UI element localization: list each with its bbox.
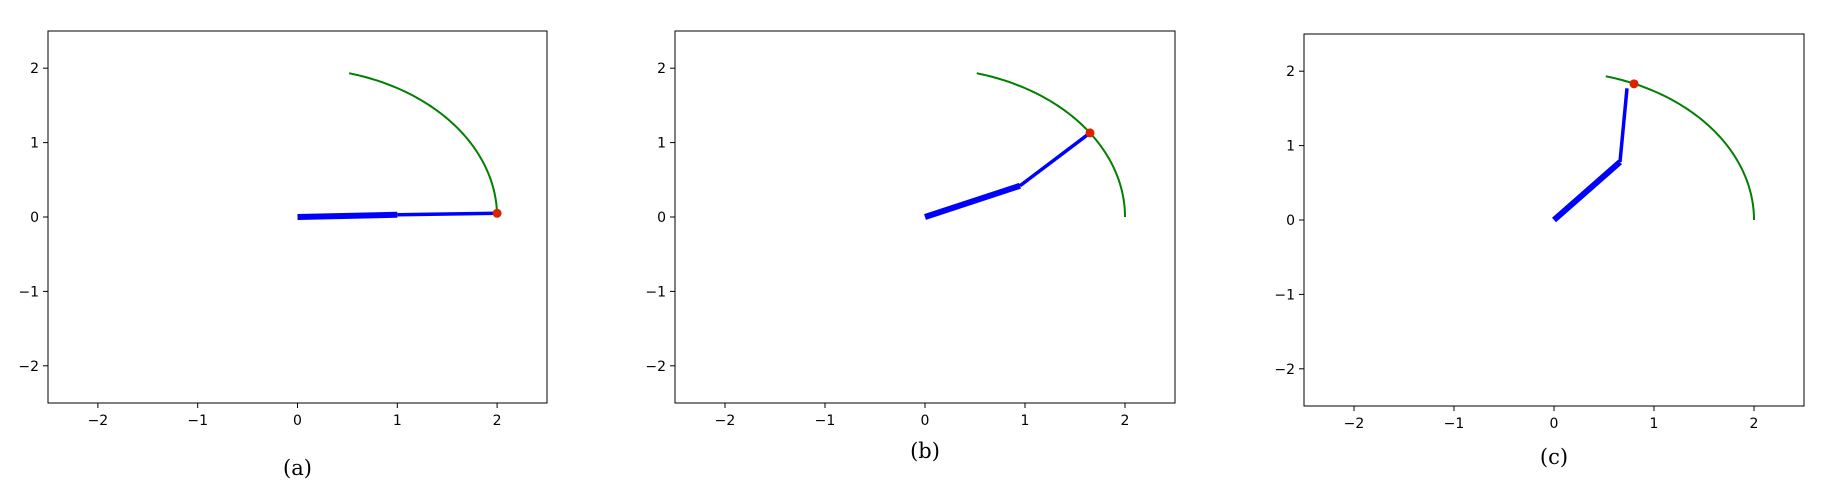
y-tick-label: 1 — [657, 136, 666, 152]
x-tick-label: −1 — [815, 413, 836, 429]
x-tick-label: −2 — [88, 413, 109, 429]
arm-link-1 — [1552, 159, 1622, 223]
subplot-b: −2 −1 0 1 2 −2 −1 0 1 2 (b) — [645, 30, 1176, 463]
y-tick-label: 0 — [30, 210, 39, 226]
x-tick-label: −2 — [715, 413, 736, 429]
x-tick-label: −1 — [1444, 416, 1465, 432]
x-tick-label: 1 — [1650, 416, 1659, 432]
reach-arc — [1605, 75, 1755, 221]
x-tick-label: 0 — [1550, 416, 1559, 432]
y-tick-label: 1 — [1286, 139, 1295, 155]
reach-arc — [976, 72, 1126, 218]
subplot-caption: (c) — [1540, 445, 1568, 469]
target-point — [1085, 128, 1095, 138]
arm-link-2 — [397, 211, 498, 217]
arm-link-1 — [924, 182, 1021, 220]
subplot-a: −2 −1 0 1 2 −2 −1 0 1 2 (a) — [18, 30, 548, 480]
target-point — [492, 208, 502, 218]
x-tick-label: 2 — [1750, 416, 1759, 432]
y-tick-label: −1 — [18, 284, 39, 300]
subplot-c: −2 −1 0 1 2 −2 −1 0 1 2 (c) — [1274, 33, 1805, 469]
y-tick-label: −2 — [1274, 362, 1295, 378]
x-tick-label: 2 — [493, 413, 502, 429]
x-tick-label: 0 — [293, 413, 302, 429]
y-tick-label: 0 — [1286, 213, 1295, 229]
arm-link-2 — [1618, 88, 1629, 163]
target-point — [1629, 79, 1639, 89]
x-tick-label: 2 — [1121, 413, 1130, 429]
y-tick-label: 2 — [1286, 64, 1295, 80]
x-tick-label: −1 — [187, 413, 208, 429]
y-tick-label: 2 — [657, 61, 666, 77]
y-tick-label: −1 — [1274, 287, 1295, 303]
subplot-caption: (b) — [910, 439, 940, 463]
arm-link-2 — [1018, 131, 1092, 188]
y-tick-label: −1 — [645, 284, 666, 300]
y-tick-label: 2 — [30, 61, 39, 77]
x-tick-label: 1 — [393, 413, 402, 429]
x-tick-label: 1 — [1021, 413, 1030, 429]
x-tick-label: 0 — [921, 413, 930, 429]
subplot-caption: (a) — [283, 456, 312, 480]
reach-arc — [348, 72, 499, 218]
y-tick-label: −2 — [645, 359, 666, 375]
x-tick-label: −2 — [1344, 416, 1365, 432]
arm-link-1 — [297, 211, 398, 220]
y-tick-label: −2 — [18, 359, 39, 375]
y-tick-label: 0 — [657, 210, 666, 226]
y-tick-label: 1 — [30, 136, 39, 152]
